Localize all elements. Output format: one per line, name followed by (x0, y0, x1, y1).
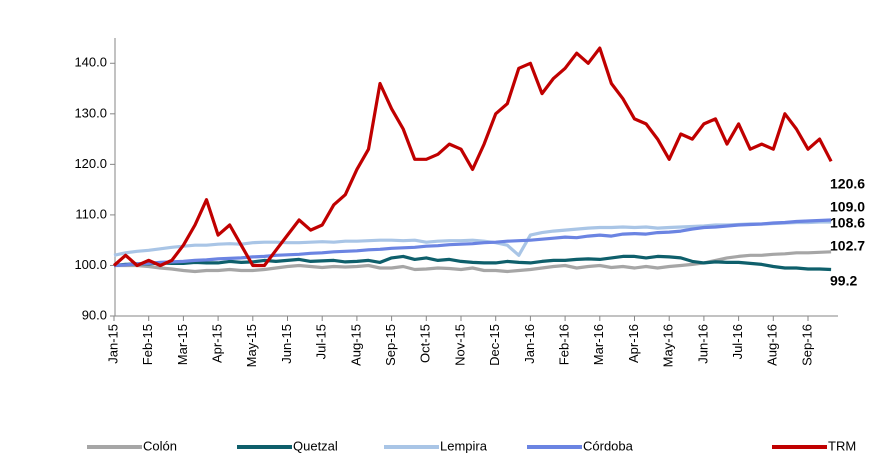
legend-label: Córdoba (583, 438, 634, 453)
x-tick-label: Aug-16 (765, 324, 780, 366)
x-tick-label: Mar-15 (175, 324, 190, 365)
y-tick-label: 120.0 (74, 156, 107, 171)
x-tick-label: Aug-15 (348, 324, 363, 366)
end-label: 102.7 (830, 238, 865, 254)
x-tick-label: Apr-16 (626, 324, 641, 363)
x-tick-label: May-16 (661, 324, 676, 367)
legend-label: Quetzal (293, 438, 338, 453)
x-tick-label: Jan-16 (522, 324, 537, 364)
x-tick-label: Jan-15 (105, 324, 120, 364)
series-line (112, 46, 833, 268)
x-tick-label: Apr-15 (210, 324, 225, 363)
legend-label: Colón (143, 438, 177, 453)
x-tick-label: Oct-15 (418, 324, 433, 363)
x-tick-label: Feb-15 (140, 324, 155, 365)
legend-label: Lempira (440, 438, 488, 453)
x-tick-label: Jul-16 (730, 324, 745, 359)
y-tick-label: 100.0 (74, 257, 107, 272)
y-tick-label: 110.0 (75, 206, 107, 221)
end-label: 120.6 (830, 176, 865, 192)
x-tick-label: Jun-15 (279, 324, 294, 364)
y-tick-label: 130.0 (74, 105, 107, 120)
x-tick-label: Nov-15 (452, 324, 467, 366)
y-tick-label: 140.0 (74, 55, 107, 70)
end-label: 108.6 (830, 215, 865, 231)
x-tick-label: Sep-16 (799, 324, 814, 366)
end-label: 99.2 (830, 273, 857, 289)
x-tick-label: May-15 (244, 324, 259, 367)
legend-label: TRM (828, 438, 856, 453)
x-tick-label: Jul-15 (314, 324, 329, 359)
x-tick-label: Sep-15 (383, 324, 398, 366)
series-line (113, 220, 832, 257)
y-tick-label: 90.0 (82, 307, 107, 322)
x-tick-label: Mar-16 (591, 324, 606, 365)
end-label: 109.0 (830, 199, 865, 215)
series-line (113, 254, 832, 272)
x-tick-label: Jun-16 (695, 324, 710, 364)
x-tick-label: Dec-15 (487, 324, 502, 366)
series-line (113, 218, 832, 268)
x-tick-label: Feb-16 (557, 324, 572, 365)
